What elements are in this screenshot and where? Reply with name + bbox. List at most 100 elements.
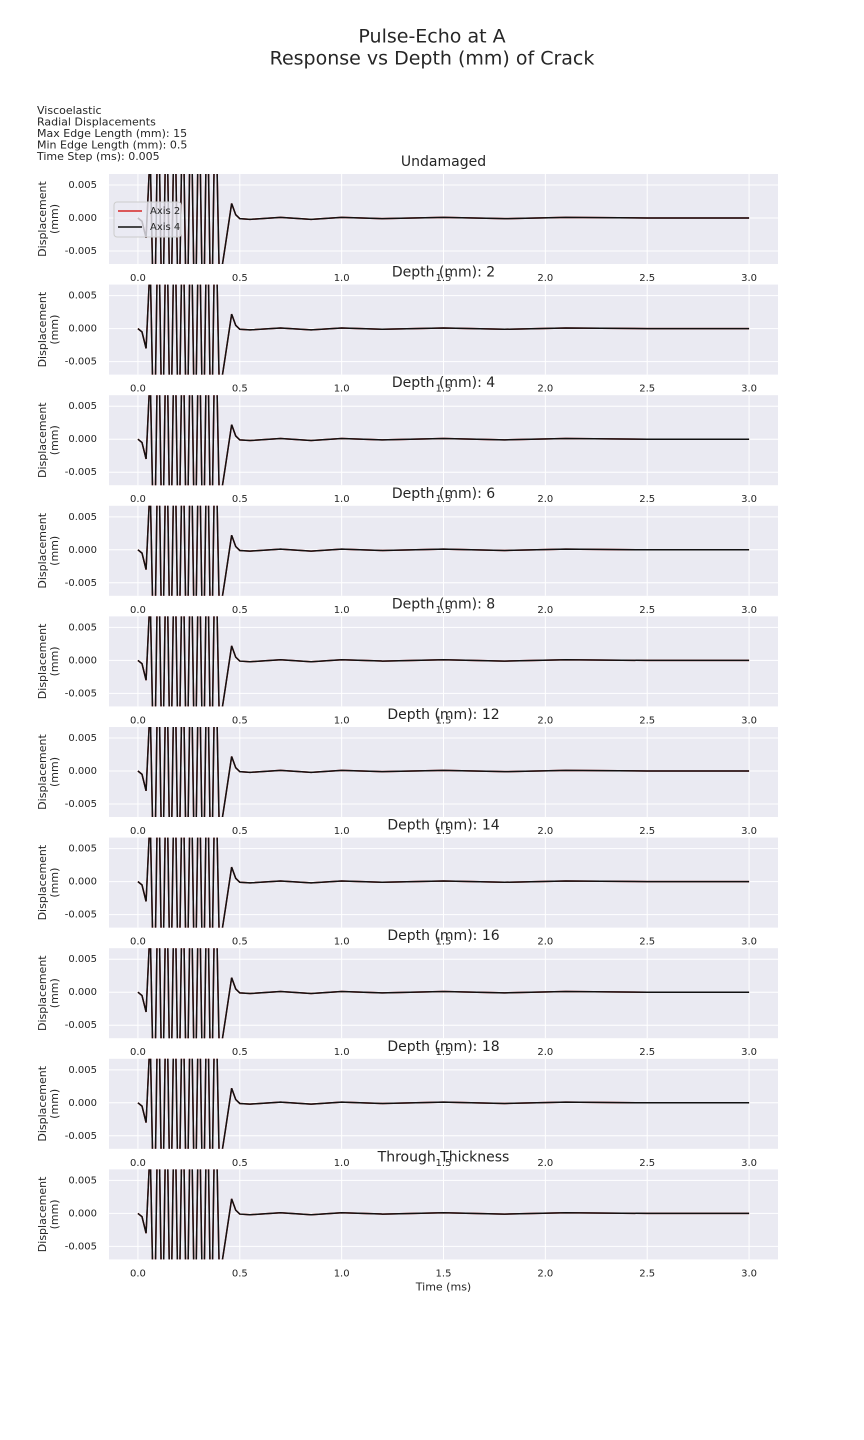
- x-tick-label: 2.0: [537, 826, 553, 837]
- subplot-title: Depth (mm): 14: [387, 818, 499, 834]
- y-axis-label: Displacement: [36, 734, 49, 810]
- x-tick-label: 1.5: [436, 826, 452, 837]
- y-tick-label: 0.000: [68, 545, 97, 556]
- y-tick-label: -0.005: [65, 1131, 97, 1142]
- y-axis-label: (mm): [48, 536, 61, 566]
- note: Time Step (ms): 0.005: [36, 150, 160, 163]
- x-tick-label: 1.5: [436, 1047, 452, 1058]
- plot-area: [137, 616, 750, 707]
- x-tick-label: 3.0: [741, 715, 757, 726]
- y-tick-label: 0.000: [68, 766, 97, 777]
- subplot-title: Depth (mm): 8: [392, 596, 495, 612]
- x-tick-label: 1.5: [436, 273, 452, 284]
- x-tick-label: 1.5: [436, 384, 452, 395]
- y-axis-label: (mm): [48, 1199, 61, 1229]
- plot-area: [137, 1058, 750, 1149]
- note: Min Edge Length (mm): 0.5: [37, 139, 187, 152]
- y-axis-label: (mm): [48, 868, 61, 898]
- x-tick-label: 2.0: [537, 273, 553, 284]
- y-tick-label: -0.005: [65, 357, 97, 368]
- y-tick-label: -0.005: [65, 799, 97, 810]
- y-tick-label: -0.005: [65, 467, 97, 478]
- x-tick-label: 1.0: [334, 494, 350, 505]
- x-tick-label: 2.5: [639, 605, 655, 616]
- y-axis-label: Displacement: [36, 623, 49, 699]
- y-axis-label: (mm): [48, 646, 61, 676]
- x-tick-label: 0.0: [130, 826, 146, 837]
- x-tick-label: 0.5: [232, 384, 248, 395]
- y-axis-label: (mm): [48, 204, 61, 234]
- x-tick-label: 1.5: [436, 715, 452, 726]
- y-axis-label: Displacement: [36, 955, 49, 1031]
- x-tick-label: 1.0: [334, 1268, 350, 1279]
- plot-area: [137, 505, 750, 596]
- x-tick-label: 2.0: [537, 1047, 553, 1058]
- x-tick-label: 0.5: [232, 1158, 248, 1169]
- plot-area: [137, 395, 750, 486]
- y-tick-label: 0.000: [68, 877, 97, 888]
- y-tick-label: -0.005: [65, 1241, 97, 1252]
- x-tick-label: 0.0: [130, 937, 146, 948]
- y-tick-label: 0.005: [68, 1065, 97, 1076]
- x-tick-label: 0.5: [232, 605, 248, 616]
- y-tick-label: 0.005: [68, 401, 97, 412]
- plot-area: [137, 948, 750, 1039]
- x-axis-label: Time (ms): [415, 1280, 471, 1293]
- y-tick-label: -0.005: [65, 1020, 97, 1031]
- y-tick-label: 0.000: [68, 1208, 97, 1219]
- x-tick-label: 3.0: [741, 384, 757, 395]
- x-tick-label: 3.0: [741, 826, 757, 837]
- x-tick-label: 0.0: [130, 273, 146, 284]
- y-tick-label: 0.005: [68, 954, 97, 965]
- x-tick-label: 0.5: [232, 494, 248, 505]
- x-tick-label: 1.0: [334, 605, 350, 616]
- series-line: [137, 948, 750, 1039]
- x-tick-label: 0.0: [130, 715, 146, 726]
- legend-label: Axis 4: [150, 222, 180, 233]
- x-tick-label: 2.5: [639, 494, 655, 505]
- y-tick-label: 0.005: [68, 733, 97, 744]
- plot-area: [137, 727, 750, 817]
- plot-area: [137, 1169, 750, 1260]
- subplot-title: Depth (mm): 6: [392, 486, 495, 502]
- series-line: [137, 727, 750, 817]
- y-tick-label: 0.000: [68, 213, 97, 224]
- x-tick-label: 2.0: [537, 1268, 553, 1279]
- y-axis-label: Displacement: [36, 402, 49, 478]
- series-line: [137, 505, 750, 596]
- series-line: [137, 837, 750, 928]
- y-axis-label: Displacement: [36, 1065, 49, 1141]
- x-tick-label: 1.5: [436, 1268, 452, 1279]
- y-tick-label: -0.005: [65, 578, 97, 589]
- x-tick-label: 2.5: [639, 715, 655, 726]
- x-tick-label: 0.5: [232, 937, 248, 948]
- x-tick-label: 0.5: [232, 273, 248, 284]
- x-tick-label: 2.0: [537, 1158, 553, 1169]
- subplot-title: Depth (mm): 2: [392, 265, 495, 281]
- legend-label: Axis 2: [150, 206, 180, 217]
- x-tick-label: 0.0: [130, 1268, 146, 1279]
- suptitle: Response vs Depth (mm) of Crack: [270, 48, 595, 70]
- x-tick-label: 3.0: [741, 937, 757, 948]
- x-tick-label: 2.5: [639, 937, 655, 948]
- x-tick-label: 1.5: [436, 494, 452, 505]
- series-line: [137, 174, 750, 264]
- x-tick-label: 2.0: [537, 384, 553, 395]
- series-line: [137, 1169, 750, 1260]
- x-tick-label: 0.0: [130, 605, 146, 616]
- plot-area: [137, 174, 750, 264]
- x-tick-label: 2.5: [639, 1158, 655, 1169]
- y-tick-label: 0.000: [68, 434, 97, 445]
- x-tick-label: 1.0: [334, 384, 350, 395]
- x-tick-label: 3.0: [741, 494, 757, 505]
- note: Viscoelastic: [37, 104, 102, 117]
- x-tick-label: 2.5: [639, 273, 655, 284]
- x-tick-label: 2.0: [537, 715, 553, 726]
- y-axis-label: Displacement: [36, 512, 49, 588]
- x-tick-label: 1.5: [436, 937, 452, 948]
- y-tick-label: -0.005: [65, 246, 97, 257]
- x-tick-label: 0.0: [130, 384, 146, 395]
- x-tick-label: 0.0: [130, 1047, 146, 1058]
